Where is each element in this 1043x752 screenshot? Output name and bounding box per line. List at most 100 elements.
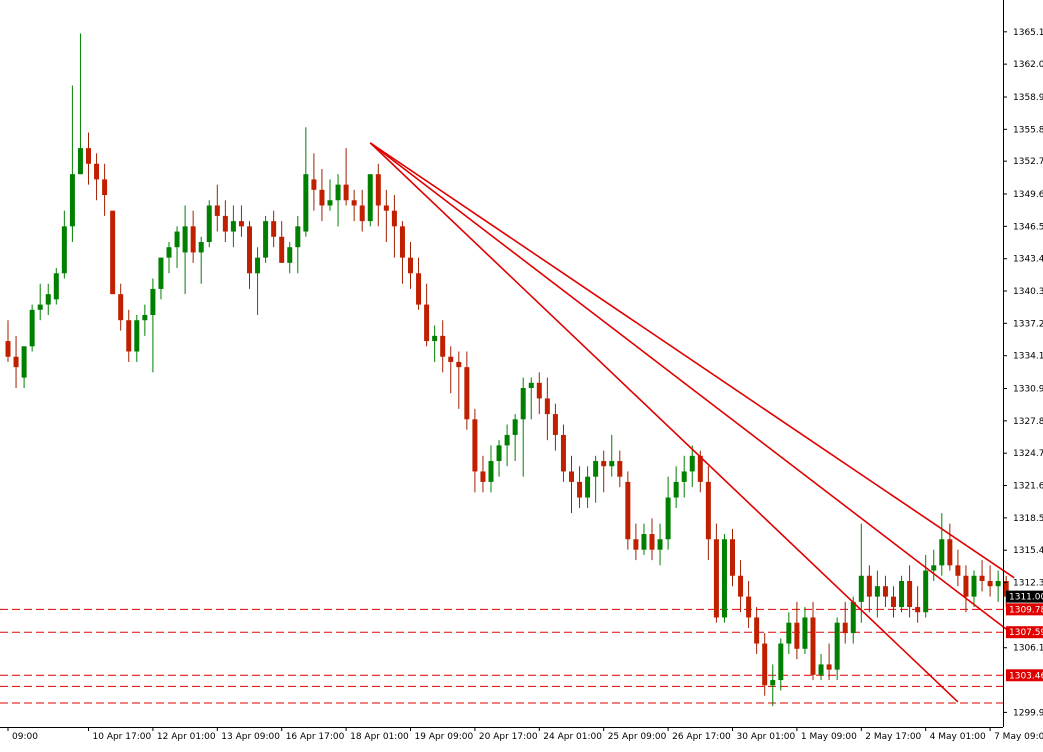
candle-body <box>955 565 961 576</box>
axes <box>0 0 1004 728</box>
candle <box>713 523 719 623</box>
candle <box>150 278 156 373</box>
candle-body <box>778 643 784 681</box>
candle-body <box>13 356 19 368</box>
candle-body <box>319 189 325 206</box>
candle <box>689 445 695 488</box>
candle-body <box>311 179 317 190</box>
candle-body <box>552 414 558 435</box>
candle <box>971 570 977 608</box>
candle-body <box>834 622 840 670</box>
candle-body <box>279 236 285 263</box>
candle-body <box>995 580 1001 587</box>
candle <box>295 215 301 274</box>
candle-body <box>464 367 470 420</box>
x-tick-label: 12 Apr 01:00 <box>157 732 216 742</box>
candle <box>367 174 373 227</box>
candle <box>424 283 430 347</box>
candle <box>770 664 776 707</box>
candle-body <box>544 398 550 415</box>
candle <box>834 617 840 681</box>
x-tick-label: 26 Apr 17:00 <box>672 732 731 742</box>
trendline <box>369 142 959 703</box>
candle <box>440 320 446 373</box>
level-label-box <box>1006 669 1043 682</box>
x-tick-label: 16 Apr 17:00 <box>286 732 345 742</box>
candle-body <box>528 382 534 389</box>
candle-body <box>705 481 711 540</box>
candle <box>504 424 510 467</box>
candle-body <box>665 497 671 540</box>
candle-body <box>45 294 51 305</box>
y-tick-label: 1352.75 <box>1013 157 1043 167</box>
candle-body <box>174 231 180 248</box>
x-tick-label: 30 Apr 01:00 <box>737 732 796 742</box>
candle-body <box>343 184 349 201</box>
candle <box>94 153 100 201</box>
candle <box>408 241 413 289</box>
candle-body <box>271 221 277 237</box>
y-tick-label: 1362.05 <box>1013 60 1043 70</box>
candle-body <box>198 241 204 253</box>
candle <box>585 466 591 508</box>
y-tick-label: 1340.30 <box>1013 287 1043 297</box>
candle <box>560 424 566 482</box>
candle <box>665 476 671 550</box>
candle <box>528 377 534 420</box>
candle-body <box>577 481 583 498</box>
candle <box>633 523 639 561</box>
candle-body <box>303 174 309 232</box>
candle <box>496 440 502 477</box>
candle <box>319 168 325 222</box>
candle <box>754 607 760 654</box>
candle <box>907 565 913 618</box>
candle-body <box>641 534 647 550</box>
candle <box>577 466 583 508</box>
candle-body <box>770 680 776 686</box>
y-tick-label: 1330.95 <box>1013 385 1043 395</box>
level-label: 1307.59 <box>1009 628 1043 638</box>
candle-body <box>367 174 373 222</box>
candle <box>247 221 252 289</box>
candle-body <box>891 596 896 608</box>
candle <box>794 601 800 660</box>
candle <box>488 445 494 493</box>
candle-body <box>915 607 921 613</box>
candle <box>963 565 969 613</box>
candle <box>810 601 816 681</box>
candle <box>955 549 961 587</box>
candle <box>609 434 615 477</box>
candle <box>158 257 164 300</box>
y-tick-label: 1312.35 <box>1013 579 1043 589</box>
candle-body <box>746 596 752 618</box>
candle-body <box>850 601 856 634</box>
candle <box>327 179 333 211</box>
candle-body <box>786 622 792 644</box>
candle-body <box>126 320 132 352</box>
candle-body <box>255 257 261 274</box>
candle <box>915 586 921 623</box>
candle <box>53 268 59 305</box>
y-tick-label: 1358.90 <box>1013 93 1043 103</box>
candle-body <box>762 643 768 686</box>
candle-body <box>794 622 800 649</box>
candle-body <box>142 314 148 321</box>
candle-body <box>150 288 156 315</box>
candle <box>5 320 11 362</box>
candle <box>399 221 405 284</box>
candle <box>778 638 784 691</box>
candle-body <box>110 210 116 295</box>
candle <box>858 523 864 623</box>
candle <box>882 575 888 608</box>
candle-body <box>5 341 11 357</box>
candle <box>279 221 285 263</box>
candle-body <box>287 247 293 263</box>
x-tick-label: 2 May 17:00 <box>865 732 921 742</box>
candle <box>255 247 261 315</box>
candle <box>383 189 389 242</box>
candle <box>126 309 132 362</box>
candle <box>601 450 607 493</box>
trendline <box>369 142 1015 636</box>
candle <box>182 205 188 295</box>
candle-body <box>657 539 663 550</box>
